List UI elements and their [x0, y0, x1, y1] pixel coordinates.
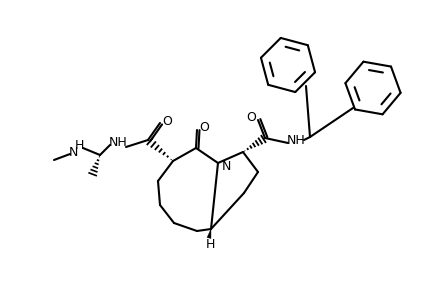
Text: O: O: [198, 121, 208, 133]
Text: O: O: [246, 111, 255, 123]
Text: H: H: [74, 139, 84, 152]
Polygon shape: [207, 229, 211, 239]
Text: H: H: [205, 237, 214, 251]
Text: N: N: [221, 160, 230, 172]
Text: O: O: [162, 115, 172, 127]
Text: NH: NH: [286, 133, 305, 146]
Text: NH: NH: [108, 135, 127, 148]
Text: N: N: [68, 146, 78, 158]
